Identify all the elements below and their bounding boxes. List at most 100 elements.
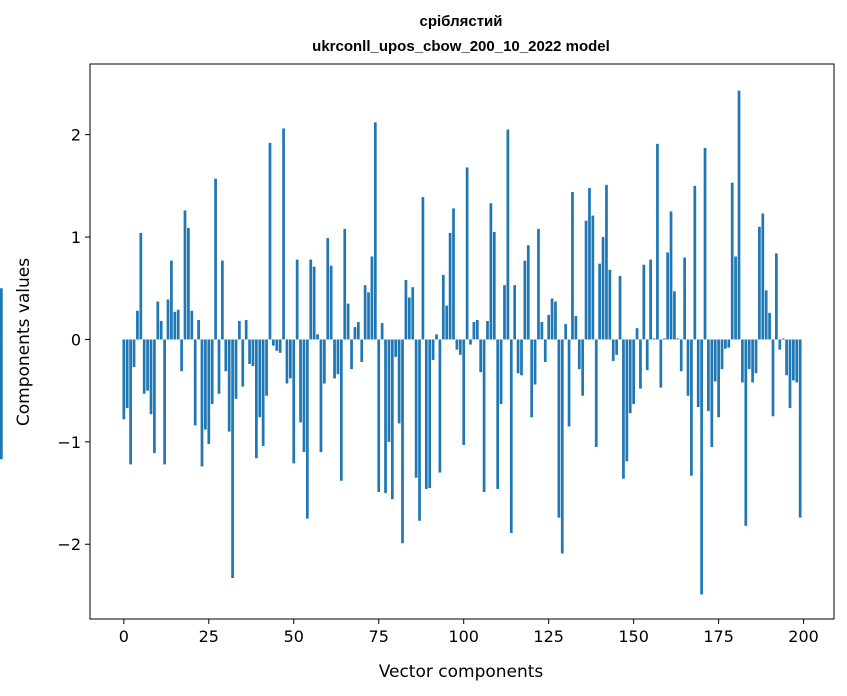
x-tick-label: 150 xyxy=(618,627,649,646)
bar-123 xyxy=(540,322,544,340)
bar-94 xyxy=(441,274,445,340)
bar-58 xyxy=(319,339,323,453)
bar-64 xyxy=(339,339,343,481)
bar-192 xyxy=(775,253,778,340)
bar-165 xyxy=(683,257,686,340)
bar-186 xyxy=(754,339,758,374)
bar-33 xyxy=(234,339,238,399)
x-tick-label: 50 xyxy=(284,627,304,646)
bar-80 xyxy=(394,339,398,357)
y-tick-label: 2 xyxy=(71,126,81,145)
bar-56 xyxy=(312,266,316,340)
bar-113 xyxy=(506,129,510,340)
bar-0 xyxy=(122,339,126,420)
bar-163 xyxy=(676,338,680,340)
bar-54 xyxy=(305,339,309,519)
bar-49 xyxy=(289,339,292,379)
bar-193 xyxy=(778,339,782,350)
bar-100 xyxy=(462,339,466,445)
bar-2 xyxy=(129,339,132,465)
bar-41 xyxy=(261,339,265,446)
bar-95 xyxy=(445,305,449,340)
bar-59 xyxy=(322,339,326,384)
bar-6 xyxy=(142,339,146,394)
bar-16 xyxy=(176,309,180,340)
y-axis: −2 −1 0 1 2 xyxy=(57,126,90,554)
bar-135 xyxy=(581,339,585,396)
bar-116 xyxy=(516,339,520,374)
bar-168 xyxy=(693,185,697,340)
bar-148 xyxy=(625,339,629,462)
bar-124 xyxy=(543,339,547,362)
bar-141 xyxy=(601,237,605,340)
bar-161 xyxy=(669,211,673,340)
bar-46 xyxy=(278,339,282,353)
bar-36 xyxy=(244,320,248,340)
bar-129 xyxy=(560,339,564,554)
x-tick-label: 75 xyxy=(369,627,389,646)
bar-191 xyxy=(771,339,775,417)
bar-31 xyxy=(227,339,231,432)
bar-147 xyxy=(622,339,625,479)
bar-117 xyxy=(520,339,523,376)
bar-183 xyxy=(744,339,748,526)
x-tick-label: 25 xyxy=(199,627,219,646)
bar-158 xyxy=(659,339,663,388)
bar-35 xyxy=(241,339,245,387)
bar-72 xyxy=(367,292,370,340)
bar-45 xyxy=(275,339,279,351)
bar-series xyxy=(0,90,802,595)
bar-176 xyxy=(720,339,724,370)
bar-126 xyxy=(550,298,554,340)
bar-177 xyxy=(724,339,727,349)
bar-144 xyxy=(611,339,615,361)
bar-93 xyxy=(438,339,442,473)
bar-71 xyxy=(363,285,367,340)
bar-undefined xyxy=(0,339,3,460)
bar-87 xyxy=(418,339,421,521)
bar-1 xyxy=(125,339,129,409)
bar-97 xyxy=(452,208,455,340)
bar-10 xyxy=(156,301,160,340)
bar-8 xyxy=(149,339,153,415)
bar-91 xyxy=(431,339,435,360)
bar-112 xyxy=(503,285,506,340)
bar-134 xyxy=(577,339,581,370)
bar-146 xyxy=(618,275,622,340)
bar-115 xyxy=(513,285,517,340)
bar-57 xyxy=(316,334,319,340)
bar-187 xyxy=(758,226,761,340)
bar-61 xyxy=(329,265,333,340)
bar-74 xyxy=(373,122,377,340)
bar-152 xyxy=(639,339,642,389)
bar-12 xyxy=(163,339,166,465)
bar-96 xyxy=(448,232,452,340)
bar-171 xyxy=(703,147,707,340)
bar-99 xyxy=(458,339,462,355)
bar-76 xyxy=(380,323,384,340)
bar-121 xyxy=(533,339,537,385)
bar-20 xyxy=(190,310,194,340)
bar-181 xyxy=(737,90,741,340)
bar-28 xyxy=(217,339,221,394)
bar-145 xyxy=(615,339,619,355)
bar-194 xyxy=(781,338,785,340)
bar-120 xyxy=(530,339,534,418)
bar-11 xyxy=(159,321,163,340)
bar-125 xyxy=(547,314,551,340)
bar-68 xyxy=(353,327,357,340)
bar-159 xyxy=(662,338,666,340)
bar-143 xyxy=(608,269,612,340)
bar-77 xyxy=(384,339,387,494)
bar-55 xyxy=(309,259,313,340)
bar-102 xyxy=(469,339,472,345)
chart-title: сріблястий xyxy=(420,13,503,30)
bar-66 xyxy=(346,303,350,340)
bar-34 xyxy=(238,321,241,340)
bar-4 xyxy=(136,310,139,340)
bar-14 xyxy=(170,260,173,340)
bar-42 xyxy=(265,339,268,396)
bar-23 xyxy=(200,339,204,467)
bar-69 xyxy=(356,322,360,340)
bar-85 xyxy=(411,287,415,340)
